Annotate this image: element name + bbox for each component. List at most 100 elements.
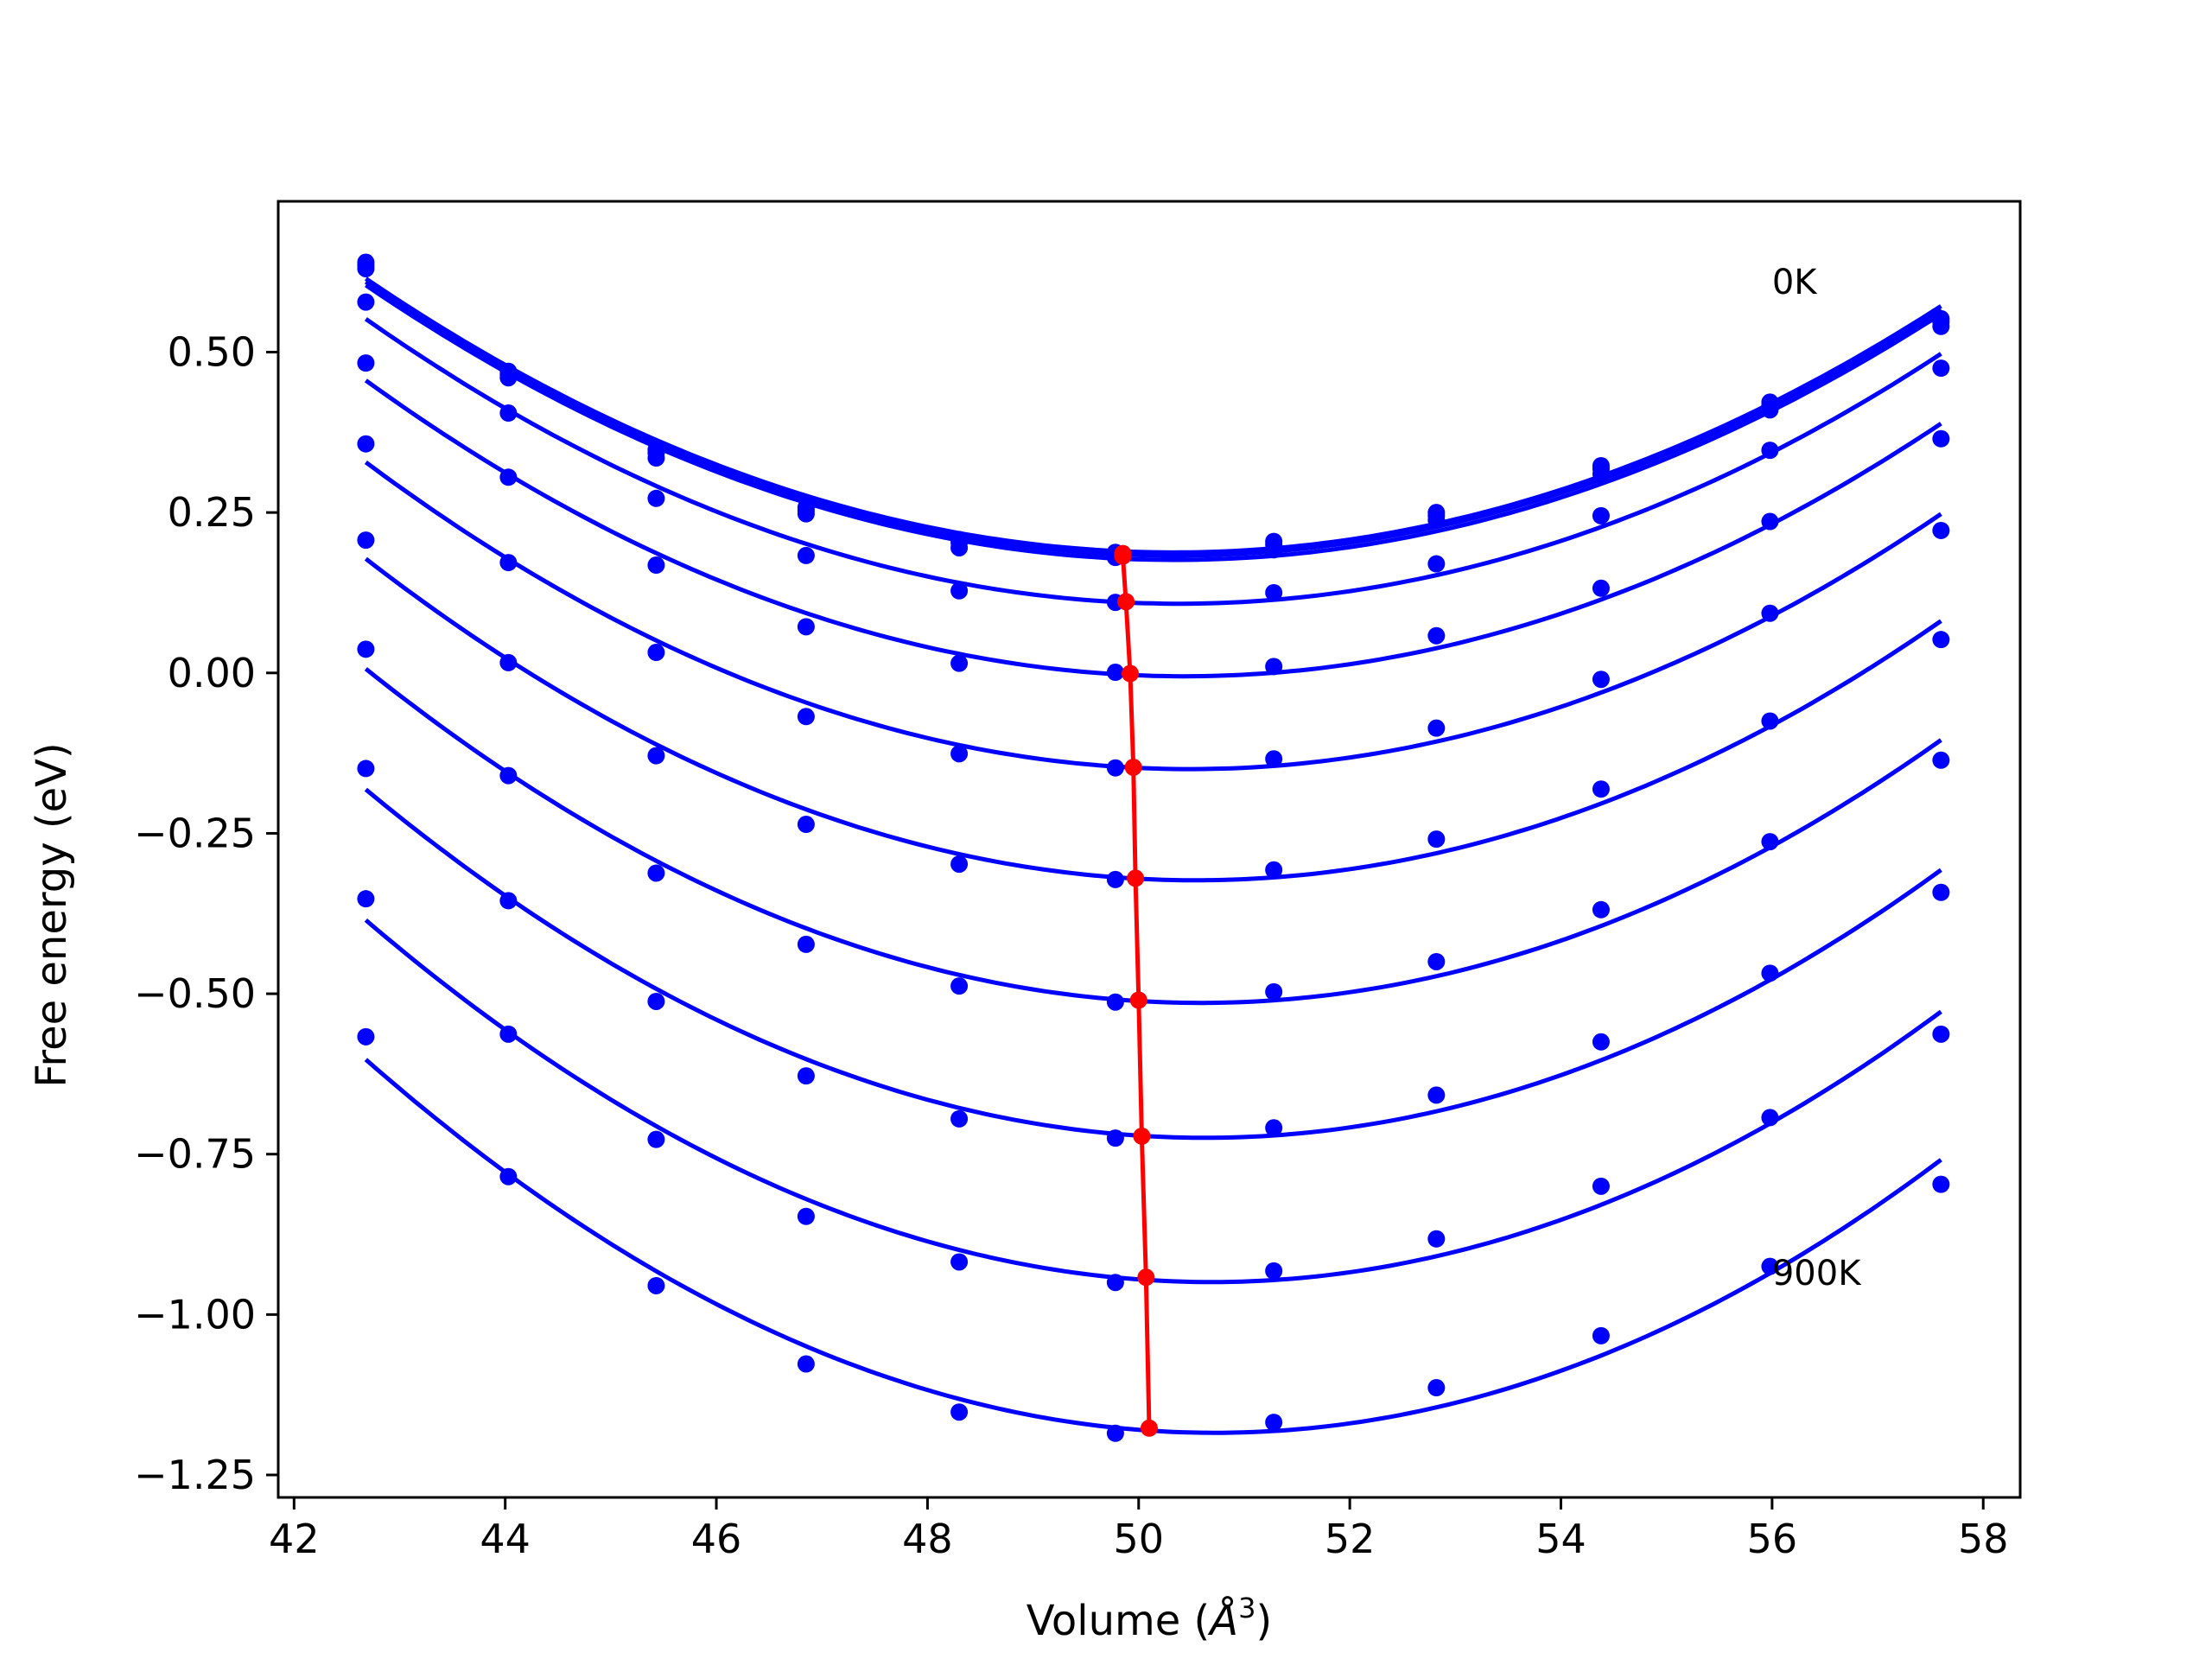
series-5-point-7	[1427, 719, 1446, 737]
series-9-point-0	[357, 890, 375, 908]
series-10-point-10	[1932, 1175, 1950, 1193]
series-7-point-9	[1761, 833, 1779, 851]
series-4-point-10	[1932, 429, 1950, 448]
series-9-point-5	[1106, 1274, 1124, 1292]
y-tick-label-0: −1.25	[134, 1452, 256, 1498]
series-2-point-0	[357, 259, 375, 277]
series-curve-3	[364, 317, 1942, 607]
series-curve-5	[364, 460, 1942, 772]
minima-point-3	[1122, 664, 1140, 683]
series-curve-4	[364, 378, 1942, 679]
series-6-point-5	[1106, 870, 1124, 888]
series-9-point-1	[499, 1025, 518, 1043]
series-6-point-2	[647, 747, 665, 765]
x-tick-label-2: 46	[691, 1516, 742, 1562]
annotation-1: 900K	[1772, 1254, 1862, 1294]
x-axis-label: Volume (Å3)	[1027, 1592, 1272, 1645]
series-2-point-9	[1761, 401, 1779, 419]
series-curve-7	[364, 667, 1942, 1006]
series-curve-0	[365, 276, 1942, 555]
series-2-point-10	[1932, 317, 1950, 335]
series-5-point-9	[1761, 604, 1779, 622]
series-10-point-2	[647, 1276, 665, 1294]
series-4-point-6	[1265, 658, 1283, 676]
series-2-point-8	[1592, 465, 1610, 483]
series-3-point-1	[499, 404, 518, 423]
series-2-point-3	[797, 505, 815, 523]
series-3-point-6	[1265, 583, 1283, 601]
series-6-point-7	[1427, 830, 1446, 849]
y-tick-label-1: −1.00	[134, 1291, 256, 1338]
series-10-point-1	[499, 1167, 518, 1185]
minima-layer	[1114, 544, 1158, 1437]
series-7-point-6	[1265, 982, 1283, 1001]
series-10-point-3	[797, 1355, 815, 1373]
series-3-point-2	[647, 489, 665, 507]
series-7-point-10	[1932, 751, 1950, 769]
series-7-point-2	[647, 864, 665, 882]
series-8-point-9	[1761, 964, 1779, 982]
series-8-point-10	[1932, 883, 1950, 901]
series-8-point-5	[1106, 1129, 1124, 1147]
minima-point-2	[1117, 593, 1135, 611]
series-9-point-10	[1932, 1025, 1950, 1043]
series-8-point-4	[950, 1109, 969, 1128]
x-tick-label-6: 54	[1535, 1516, 1586, 1562]
series-5-point-0	[357, 435, 375, 453]
y-tick-label-3: −0.50	[134, 970, 256, 1017]
series-6-point-1	[499, 653, 518, 671]
x-tick-label-7: 56	[1747, 1516, 1798, 1562]
series-10-point-8	[1592, 1326, 1610, 1344]
series-8-point-7	[1427, 1086, 1446, 1104]
series-9-point-9	[1761, 1109, 1779, 1127]
y-tick-label-2: −0.75	[134, 1131, 256, 1178]
annotation-layer: 0K 900K	[1772, 263, 1862, 1294]
series-2-point-6	[1265, 541, 1283, 559]
minima-point-8	[1137, 1268, 1155, 1287]
series-4-point-9	[1761, 512, 1779, 531]
series-10-point-0	[357, 1027, 375, 1046]
series-6-point-4	[950, 855, 969, 874]
series-curve-8	[364, 787, 1942, 1141]
series-6-point-3	[797, 816, 815, 834]
series-4-point-8	[1592, 579, 1610, 597]
series-2-point-1	[499, 369, 518, 387]
series-4-point-3	[797, 618, 815, 636]
series-7-point-7	[1427, 952, 1446, 970]
series-5-point-1	[499, 554, 518, 572]
series-4-point-0	[357, 354, 375, 372]
series-6-point-9	[1761, 712, 1779, 730]
series-7-point-5	[1106, 993, 1124, 1011]
y-tick-label-6: 0.25	[168, 489, 256, 536]
x-tick-label-5: 52	[1325, 1516, 1376, 1562]
series-6-point-10	[1932, 631, 1950, 649]
series-curve-6	[364, 556, 1942, 883]
series-6-point-0	[357, 531, 375, 550]
series-9-point-7	[1427, 1230, 1446, 1248]
series-4-point-4	[950, 654, 969, 672]
series-5-point-5	[1106, 759, 1124, 777]
series-4-point-1	[499, 468, 518, 486]
series-8-point-2	[647, 992, 665, 1010]
series-10-point-4	[950, 1403, 969, 1421]
minima-point-9	[1141, 1419, 1158, 1437]
y-tick-label-5: 0.00	[168, 650, 256, 696]
series-10-point-5	[1106, 1424, 1124, 1442]
series-3-point-3	[797, 546, 815, 564]
series-10-point-6	[1265, 1414, 1283, 1432]
minima-point-6	[1129, 991, 1147, 1009]
series-4-point-5	[1106, 664, 1124, 682]
series-7-point-8	[1592, 900, 1610, 918]
series-3-point-10	[1932, 359, 1950, 378]
series-8-point-0	[357, 760, 375, 778]
series-2-point-2	[647, 449, 665, 467]
series-3-point-4	[950, 582, 969, 600]
x-tick-label-1: 44	[480, 1516, 531, 1562]
series-3-point-9	[1761, 442, 1779, 460]
minima-point-5	[1127, 869, 1145, 887]
minima-point-7	[1133, 1127, 1151, 1145]
x-axis-ticks: 42 44 46 48 50 52 54 56 58	[269, 1497, 2009, 1562]
series-4-point-7	[1427, 626, 1446, 645]
series-5-point-2	[647, 644, 665, 662]
minima-point-4	[1124, 758, 1142, 776]
